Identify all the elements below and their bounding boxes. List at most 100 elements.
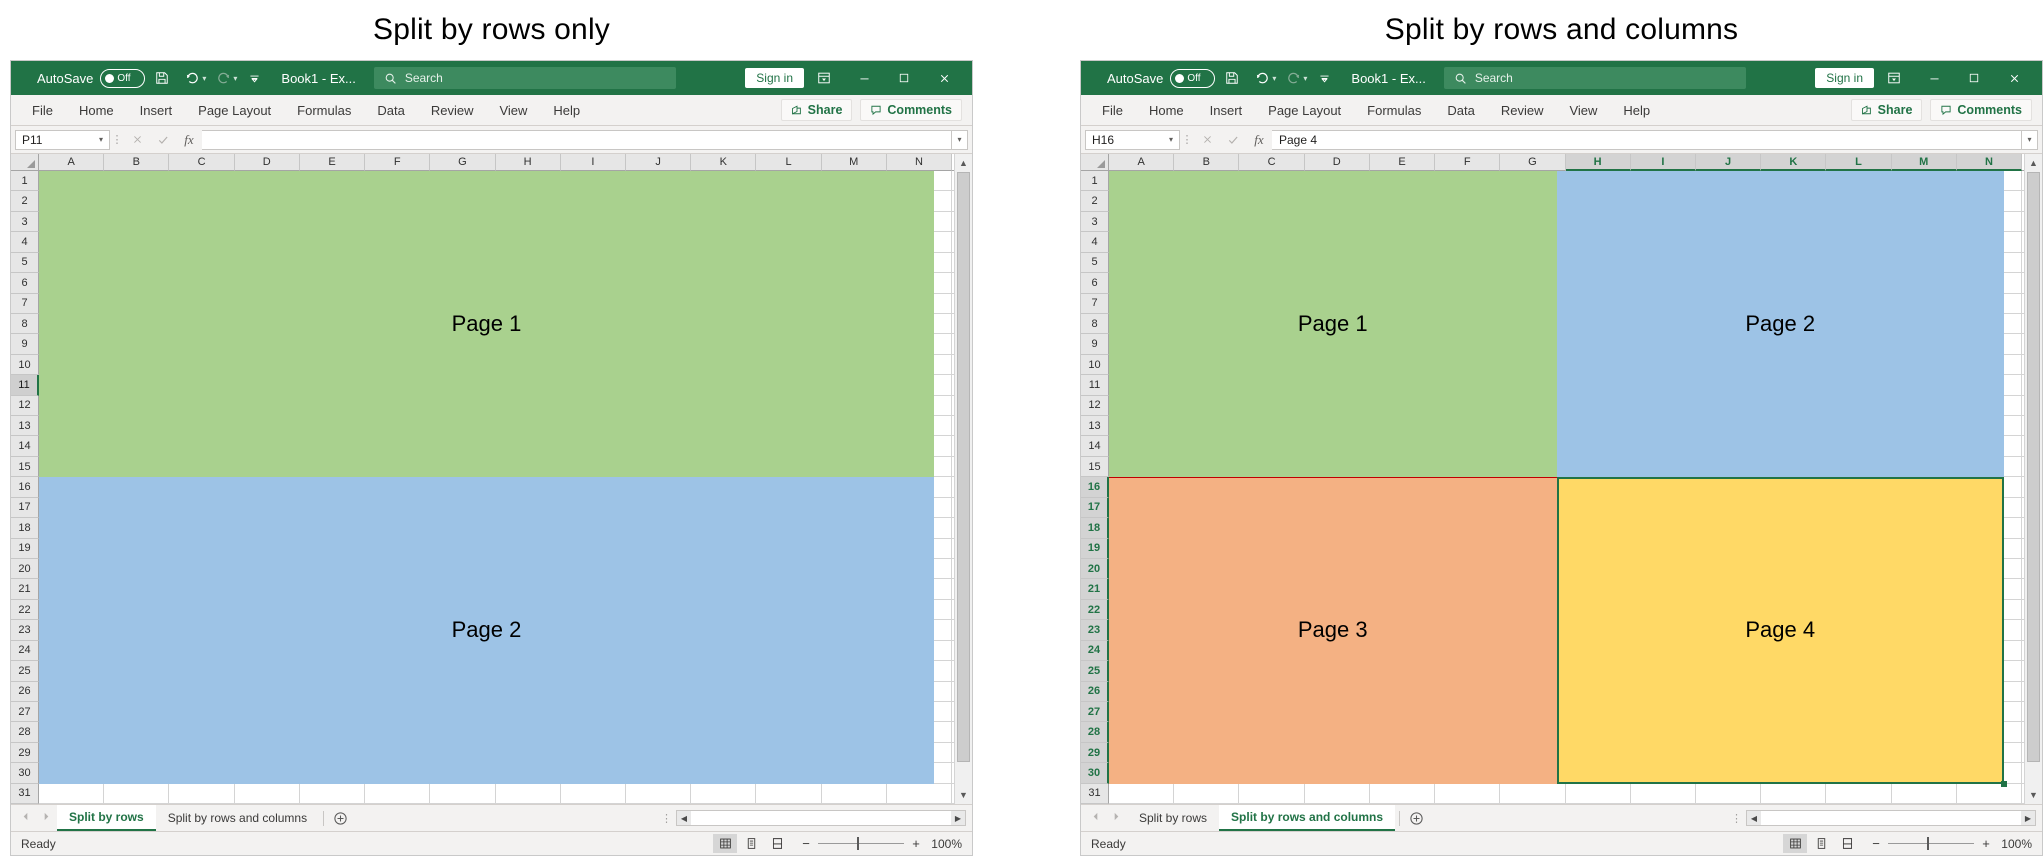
row-header-21[interactable]: 21 xyxy=(1081,579,1109,600)
insert-function-icon[interactable]: fx xyxy=(184,131,194,147)
row-header-17[interactable]: 17 xyxy=(11,497,39,519)
cell-I31[interactable] xyxy=(560,783,626,804)
vertical-scroll-thumb[interactable] xyxy=(957,172,970,762)
select-all-corner[interactable] xyxy=(1081,154,1109,171)
row-header-20[interactable]: 20 xyxy=(11,559,39,580)
ribbon-tab-review[interactable]: Review xyxy=(1500,102,1544,118)
customize-quick-access-icon[interactable] xyxy=(241,65,267,91)
new-sheet-icon[interactable] xyxy=(1404,811,1428,826)
vertical-scrollbar[interactable]: ▲ ▼ xyxy=(2024,154,2042,804)
ribbon-tab-insert[interactable]: Insert xyxy=(1209,102,1243,118)
undo-icon[interactable] xyxy=(1249,65,1275,91)
page-break-preview-icon[interactable] xyxy=(765,834,789,853)
column-header-H[interactable]: H xyxy=(1565,154,1631,171)
undo-dropdown-caret[interactable]: ▾ xyxy=(1272,73,1277,83)
scroll-down-arrow[interactable]: ▼ xyxy=(2024,786,2042,804)
column-header-F[interactable]: F xyxy=(1435,154,1501,171)
row-header-11[interactable]: 11 xyxy=(1081,375,1109,396)
scroll-up-arrow[interactable]: ▲ xyxy=(954,154,972,172)
save-icon[interactable] xyxy=(1219,65,1245,91)
cell-E31[interactable] xyxy=(299,783,366,804)
column-header-C[interactable]: C xyxy=(1239,154,1305,171)
cell-A31[interactable] xyxy=(39,783,105,804)
ribbon-tab-view[interactable]: View xyxy=(499,102,528,118)
formula-input[interactable] xyxy=(202,129,952,150)
scroll-down-arrow[interactable]: ▼ xyxy=(954,786,972,804)
sign-in-button[interactable]: Sign in xyxy=(1815,68,1874,88)
ribbon-tab-file[interactable]: File xyxy=(1102,102,1123,118)
row-header-31[interactable]: 31 xyxy=(11,783,39,804)
column-header-L[interactable]: L xyxy=(756,154,822,171)
cell-K31[interactable] xyxy=(691,783,757,804)
tab-split-grip[interactable]: ⋮ xyxy=(1731,812,1742,825)
chevron-down-icon[interactable]: ▾ xyxy=(1168,135,1173,144)
cell-D31[interactable] xyxy=(234,783,300,804)
zoom-in-button[interactable]: + xyxy=(1982,836,1990,851)
cell-L31[interactable] xyxy=(756,783,822,804)
column-header-D[interactable]: D xyxy=(1304,154,1370,171)
row-header-26[interactable]: 26 xyxy=(1081,681,1109,702)
row-header-6[interactable]: 6 xyxy=(1081,273,1109,294)
cell-I31[interactable] xyxy=(1630,783,1696,804)
row-header-14[interactable]: 14 xyxy=(11,436,39,457)
select-all-corner[interactable] xyxy=(11,154,39,171)
tab-split-grip[interactable]: ⋮ xyxy=(661,812,672,825)
autosave-switch[interactable]: Off xyxy=(1170,68,1216,88)
column-header-F[interactable]: F xyxy=(365,154,431,171)
ribbon-tab-file[interactable]: File xyxy=(32,102,53,118)
row-header-22[interactable]: 22 xyxy=(1081,599,1109,621)
autosave-switch[interactable]: Off xyxy=(100,68,146,88)
zoom-out-button[interactable]: − xyxy=(1872,836,1880,851)
close-icon[interactable] xyxy=(924,63,964,93)
comments-button[interactable]: Comments xyxy=(860,99,962,121)
cell-B31[interactable] xyxy=(104,783,170,804)
search-input[interactable]: Search xyxy=(1443,67,1746,89)
selection-fill-handle[interactable] xyxy=(2001,780,2007,787)
zoom-in-button[interactable]: + xyxy=(912,836,920,851)
row-header-9[interactable]: 9 xyxy=(1081,334,1109,355)
cell-E31[interactable] xyxy=(1369,783,1436,804)
row-header-2[interactable]: 2 xyxy=(1081,191,1109,212)
row-header-26[interactable]: 26 xyxy=(11,681,39,702)
cell-G31[interactable] xyxy=(1500,783,1566,804)
zoom-level[interactable]: 100% xyxy=(2001,836,2032,851)
page-block-page-1[interactable]: Page 1 xyxy=(1109,171,1557,478)
enter-icon[interactable] xyxy=(1220,130,1246,150)
row-header-25[interactable]: 25 xyxy=(1081,661,1109,682)
row-header-23[interactable]: 23 xyxy=(1081,620,1109,641)
page-break-preview-icon[interactable] xyxy=(1835,834,1859,853)
undo-icon[interactable] xyxy=(179,65,205,91)
page-block-page-3[interactable]: Page 3 xyxy=(1109,477,1557,784)
cell-J31[interactable] xyxy=(1695,783,1762,804)
row-header-16[interactable]: 16 xyxy=(1081,477,1109,498)
column-header-I[interactable]: I xyxy=(560,154,626,171)
column-header-K[interactable]: K xyxy=(691,154,757,171)
column-header-G[interactable]: G xyxy=(1500,154,1566,171)
minimize-icon[interactable] xyxy=(1914,63,1954,93)
sheet-tab-split-by-rows-and-columns[interactable]: Split by rows and columns xyxy=(167,811,308,825)
row-header-27[interactable]: 27 xyxy=(1081,701,1109,723)
expand-formula-bar-icon[interactable]: ▾ xyxy=(952,129,968,150)
save-icon[interactable] xyxy=(149,65,175,91)
cell-N31[interactable] xyxy=(886,783,953,804)
cell-G31[interactable] xyxy=(430,783,496,804)
cell-F31[interactable] xyxy=(1435,783,1501,804)
redo-dropdown-caret[interactable]: ▾ xyxy=(1303,73,1308,83)
ribbon-tab-data[interactable]: Data xyxy=(377,102,405,118)
previous-sheet-icon[interactable] xyxy=(15,812,36,824)
name-box[interactable]: P11 ▾ xyxy=(15,129,110,150)
page-block-page-1[interactable]: Page 1 xyxy=(39,171,934,478)
row-header-1[interactable]: 1 xyxy=(11,171,39,192)
name-box[interactable]: H16 ▾ xyxy=(1085,129,1180,150)
zoom-control[interactable]: − +100% xyxy=(1871,836,2032,851)
cell-F31[interactable] xyxy=(365,783,431,804)
row-header-4[interactable]: 4 xyxy=(1081,232,1109,253)
row-header-10[interactable]: 10 xyxy=(1081,354,1109,376)
scroll-left-arrow[interactable]: ◀ xyxy=(677,811,691,825)
column-header-J[interactable]: J xyxy=(1695,154,1762,171)
column-header-H[interactable]: H xyxy=(495,154,561,171)
row-header-28[interactable]: 28 xyxy=(1081,722,1109,743)
ribbon-tab-page-layout[interactable]: Page Layout xyxy=(1268,102,1342,118)
column-header-B[interactable]: B xyxy=(1174,154,1240,171)
row-header-22[interactable]: 22 xyxy=(11,599,39,621)
